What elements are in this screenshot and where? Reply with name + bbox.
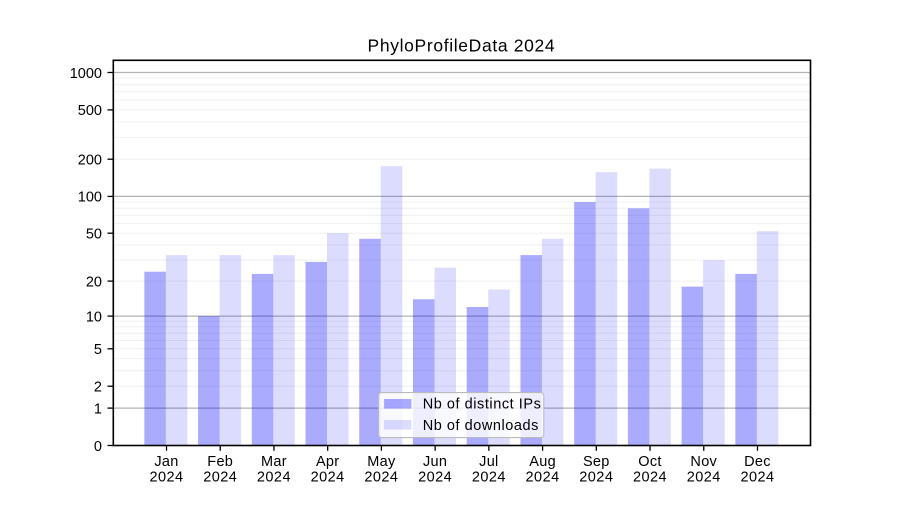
svg-text:Nov: Nov (690, 454, 717, 470)
svg-text:500: 500 (78, 103, 102, 119)
svg-text:200: 200 (78, 153, 102, 169)
svg-text:Feb: Feb (207, 454, 233, 470)
svg-text:Jul: Jul (479, 454, 498, 470)
svg-text:50: 50 (86, 227, 102, 243)
svg-text:Nb of downloads: Nb of downloads (423, 418, 539, 434)
svg-text:5: 5 (94, 342, 102, 358)
svg-text:Jan: Jan (154, 454, 178, 470)
svg-text:2024: 2024 (311, 470, 345, 486)
svg-text:0: 0 (94, 439, 102, 455)
svg-text:Sep: Sep (583, 454, 610, 470)
svg-text:2024: 2024 (203, 470, 237, 486)
svg-text:Dec: Dec (744, 454, 771, 470)
svg-text:2024: 2024 (418, 470, 452, 486)
svg-text:2024: 2024 (149, 470, 183, 486)
svg-text:Oct: Oct (638, 454, 661, 470)
svg-text:10: 10 (86, 309, 102, 325)
svg-text:Mar: Mar (261, 454, 287, 470)
svg-text:2024: 2024 (687, 470, 721, 486)
svg-text:Aug: Aug (529, 454, 556, 470)
svg-text:Apr: Apr (316, 454, 339, 470)
svg-text:1: 1 (94, 401, 102, 417)
svg-text:2024: 2024 (257, 470, 291, 486)
svg-text:2024: 2024 (579, 470, 613, 486)
svg-text:2024: 2024 (740, 470, 774, 486)
svg-text:2024: 2024 (633, 470, 667, 486)
svg-text:1000: 1000 (70, 66, 102, 82)
svg-text:2024: 2024 (472, 470, 506, 486)
svg-text:2: 2 (94, 380, 102, 396)
svg-text:2024: 2024 (526, 470, 560, 486)
svg-text:20: 20 (86, 274, 102, 290)
svg-text:2024: 2024 (364, 470, 398, 486)
svg-text:Nb of distinct IPs: Nb of distinct IPs (423, 397, 542, 413)
svg-text:May: May (367, 454, 396, 470)
svg-text:PhyloProfileData 2024: PhyloProfileData 2024 (368, 35, 556, 55)
svg-text:Jun: Jun (423, 454, 447, 470)
svg-text:100: 100 (78, 190, 102, 206)
